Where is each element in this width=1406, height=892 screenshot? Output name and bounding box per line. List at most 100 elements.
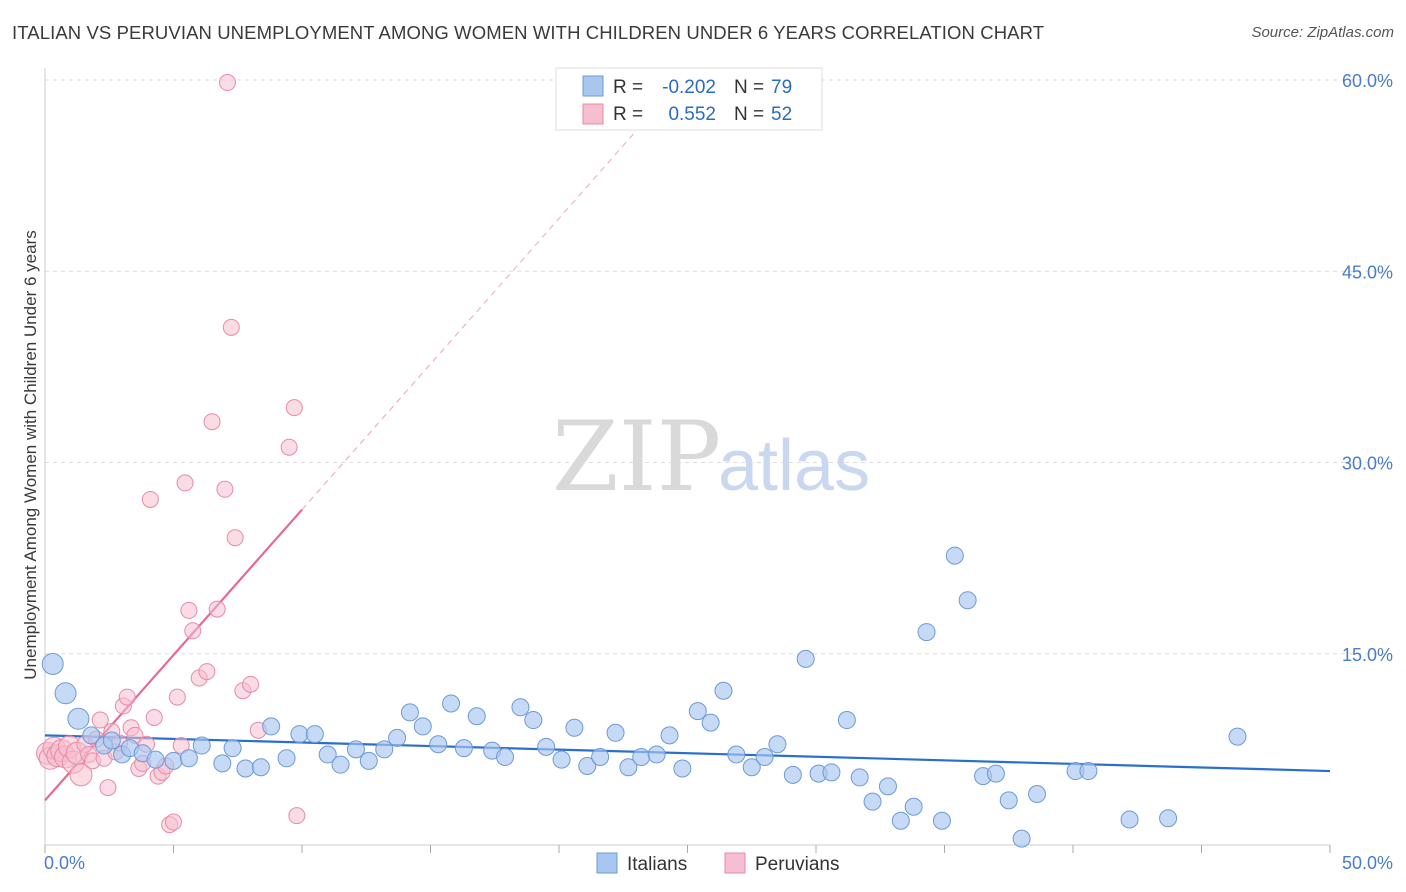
peruvians-point — [91, 711, 109, 729]
italians-point — [524, 711, 543, 730]
italians-point — [388, 728, 407, 747]
peruvians-point — [288, 807, 306, 825]
italians-point — [932, 811, 951, 830]
y-tick-label: 30.0% — [1342, 454, 1393, 474]
italians-point — [277, 749, 296, 768]
legend-bottom-swatch-peruvians — [724, 852, 746, 874]
legend-r-label-italians: R = — [613, 77, 643, 98]
italians-point — [917, 623, 936, 642]
legend-bottom-label-italians: Italians — [627, 854, 687, 875]
italians-point — [783, 765, 802, 784]
italians-point — [850, 768, 869, 787]
legend-r-value-italians: -0.202 — [662, 77, 716, 98]
italians-point — [102, 731, 121, 750]
italians-point — [400, 703, 419, 722]
italians-point — [236, 759, 255, 778]
legend-top: R = -0.202 N = 79 R = 0.552 N = 52 — [555, 67, 823, 131]
italians-point — [413, 717, 432, 736]
italians-point — [331, 755, 350, 774]
italians-trend-line — [44, 734, 1331, 773]
italians-points — [41, 546, 1247, 848]
italians-point — [82, 726, 101, 745]
italians-point — [442, 694, 461, 713]
italians-point — [822, 763, 841, 782]
italians-point — [454, 739, 473, 758]
italians-point — [41, 652, 64, 675]
peruvians-point — [203, 413, 221, 431]
italians-point — [511, 698, 530, 717]
italians-point — [606, 723, 625, 742]
peruvians-point — [118, 688, 136, 706]
italians-point — [945, 546, 964, 565]
italians-point — [632, 748, 651, 767]
legend-n-label-peruvians: N = — [734, 104, 764, 125]
peruvians-point — [216, 480, 234, 498]
italians-point — [318, 745, 337, 764]
axes-layer — [44, 68, 1331, 853]
italians-point — [999, 791, 1018, 810]
italians-point — [660, 726, 679, 745]
peruvians-point — [180, 601, 198, 619]
italians-point — [262, 717, 281, 736]
italians-point — [1028, 785, 1047, 803]
italians-point — [578, 756, 597, 775]
legend-bottom-label-peruvians: Peruvians — [755, 854, 840, 875]
italians-point — [179, 749, 198, 768]
italians-point — [1228, 727, 1247, 746]
italians-point — [837, 711, 856, 730]
peruvians-point — [145, 709, 163, 726]
x-tick-label: 50.0% — [1342, 853, 1393, 873]
watermark-atlas: atlas — [718, 426, 870, 506]
italians-point — [796, 649, 815, 668]
legend-n-label-italians: N = — [734, 77, 764, 98]
peruvians-trend-extension — [301, 130, 637, 511]
peruvians-point — [176, 474, 194, 492]
italians-point — [688, 702, 707, 721]
italians-point — [619, 758, 638, 777]
peruvians-point — [172, 737, 190, 755]
italians-point — [768, 735, 787, 754]
legend-bottom-swatch-italians — [596, 852, 618, 874]
legend-r-label-peruvians: R = — [613, 104, 643, 125]
italians-point — [1012, 829, 1031, 848]
italians-trend-layer — [44, 734, 1331, 773]
italians-point — [164, 751, 183, 770]
italians-point — [878, 777, 897, 796]
italians-point — [537, 737, 556, 756]
source-note: Source: ZipAtlas.com — [1251, 24, 1394, 41]
italians-point — [1079, 762, 1098, 781]
peruvians-point — [208, 600, 226, 618]
legend-swatch-italians — [582, 75, 604, 97]
y-tick-label: 60.0% — [1342, 71, 1393, 91]
italians-point — [565, 718, 584, 737]
peruvians-point — [222, 318, 240, 336]
italians-point — [290, 725, 309, 744]
italians-point — [673, 759, 692, 778]
peruvians-point — [99, 779, 117, 797]
peruvians-point — [280, 438, 298, 456]
y-tick-label: 45.0% — [1342, 262, 1393, 282]
italians-point — [467, 707, 486, 726]
italians-point — [727, 745, 746, 764]
peruvians-point — [168, 688, 186, 706]
italians-point — [755, 748, 774, 767]
italians-point — [986, 764, 1005, 783]
italians-point — [67, 707, 90, 730]
peruvians-point — [242, 675, 260, 693]
chart-title: ITALIAN VS PERUVIAN UNEMPLOYMENT AMONG W… — [12, 22, 1045, 43]
italians-point — [591, 748, 610, 767]
legend-swatch-peruvians — [582, 103, 604, 125]
legend-n-value-italians: 79 — [771, 77, 792, 98]
italians-point — [742, 758, 761, 777]
italians-point — [223, 739, 242, 758]
italians-point — [429, 735, 448, 754]
y-tick-label: 15.0% — [1342, 645, 1393, 665]
y-axis-label: Unemployment Among Women with Children U… — [21, 230, 40, 679]
italians-point — [54, 682, 77, 705]
italians-point — [1120, 810, 1139, 829]
legend-n-value-peruvians: 52 — [771, 104, 792, 125]
italians-point — [891, 811, 910, 830]
x-tick-label: 0.0% — [44, 853, 85, 873]
italians-point — [359, 751, 378, 770]
